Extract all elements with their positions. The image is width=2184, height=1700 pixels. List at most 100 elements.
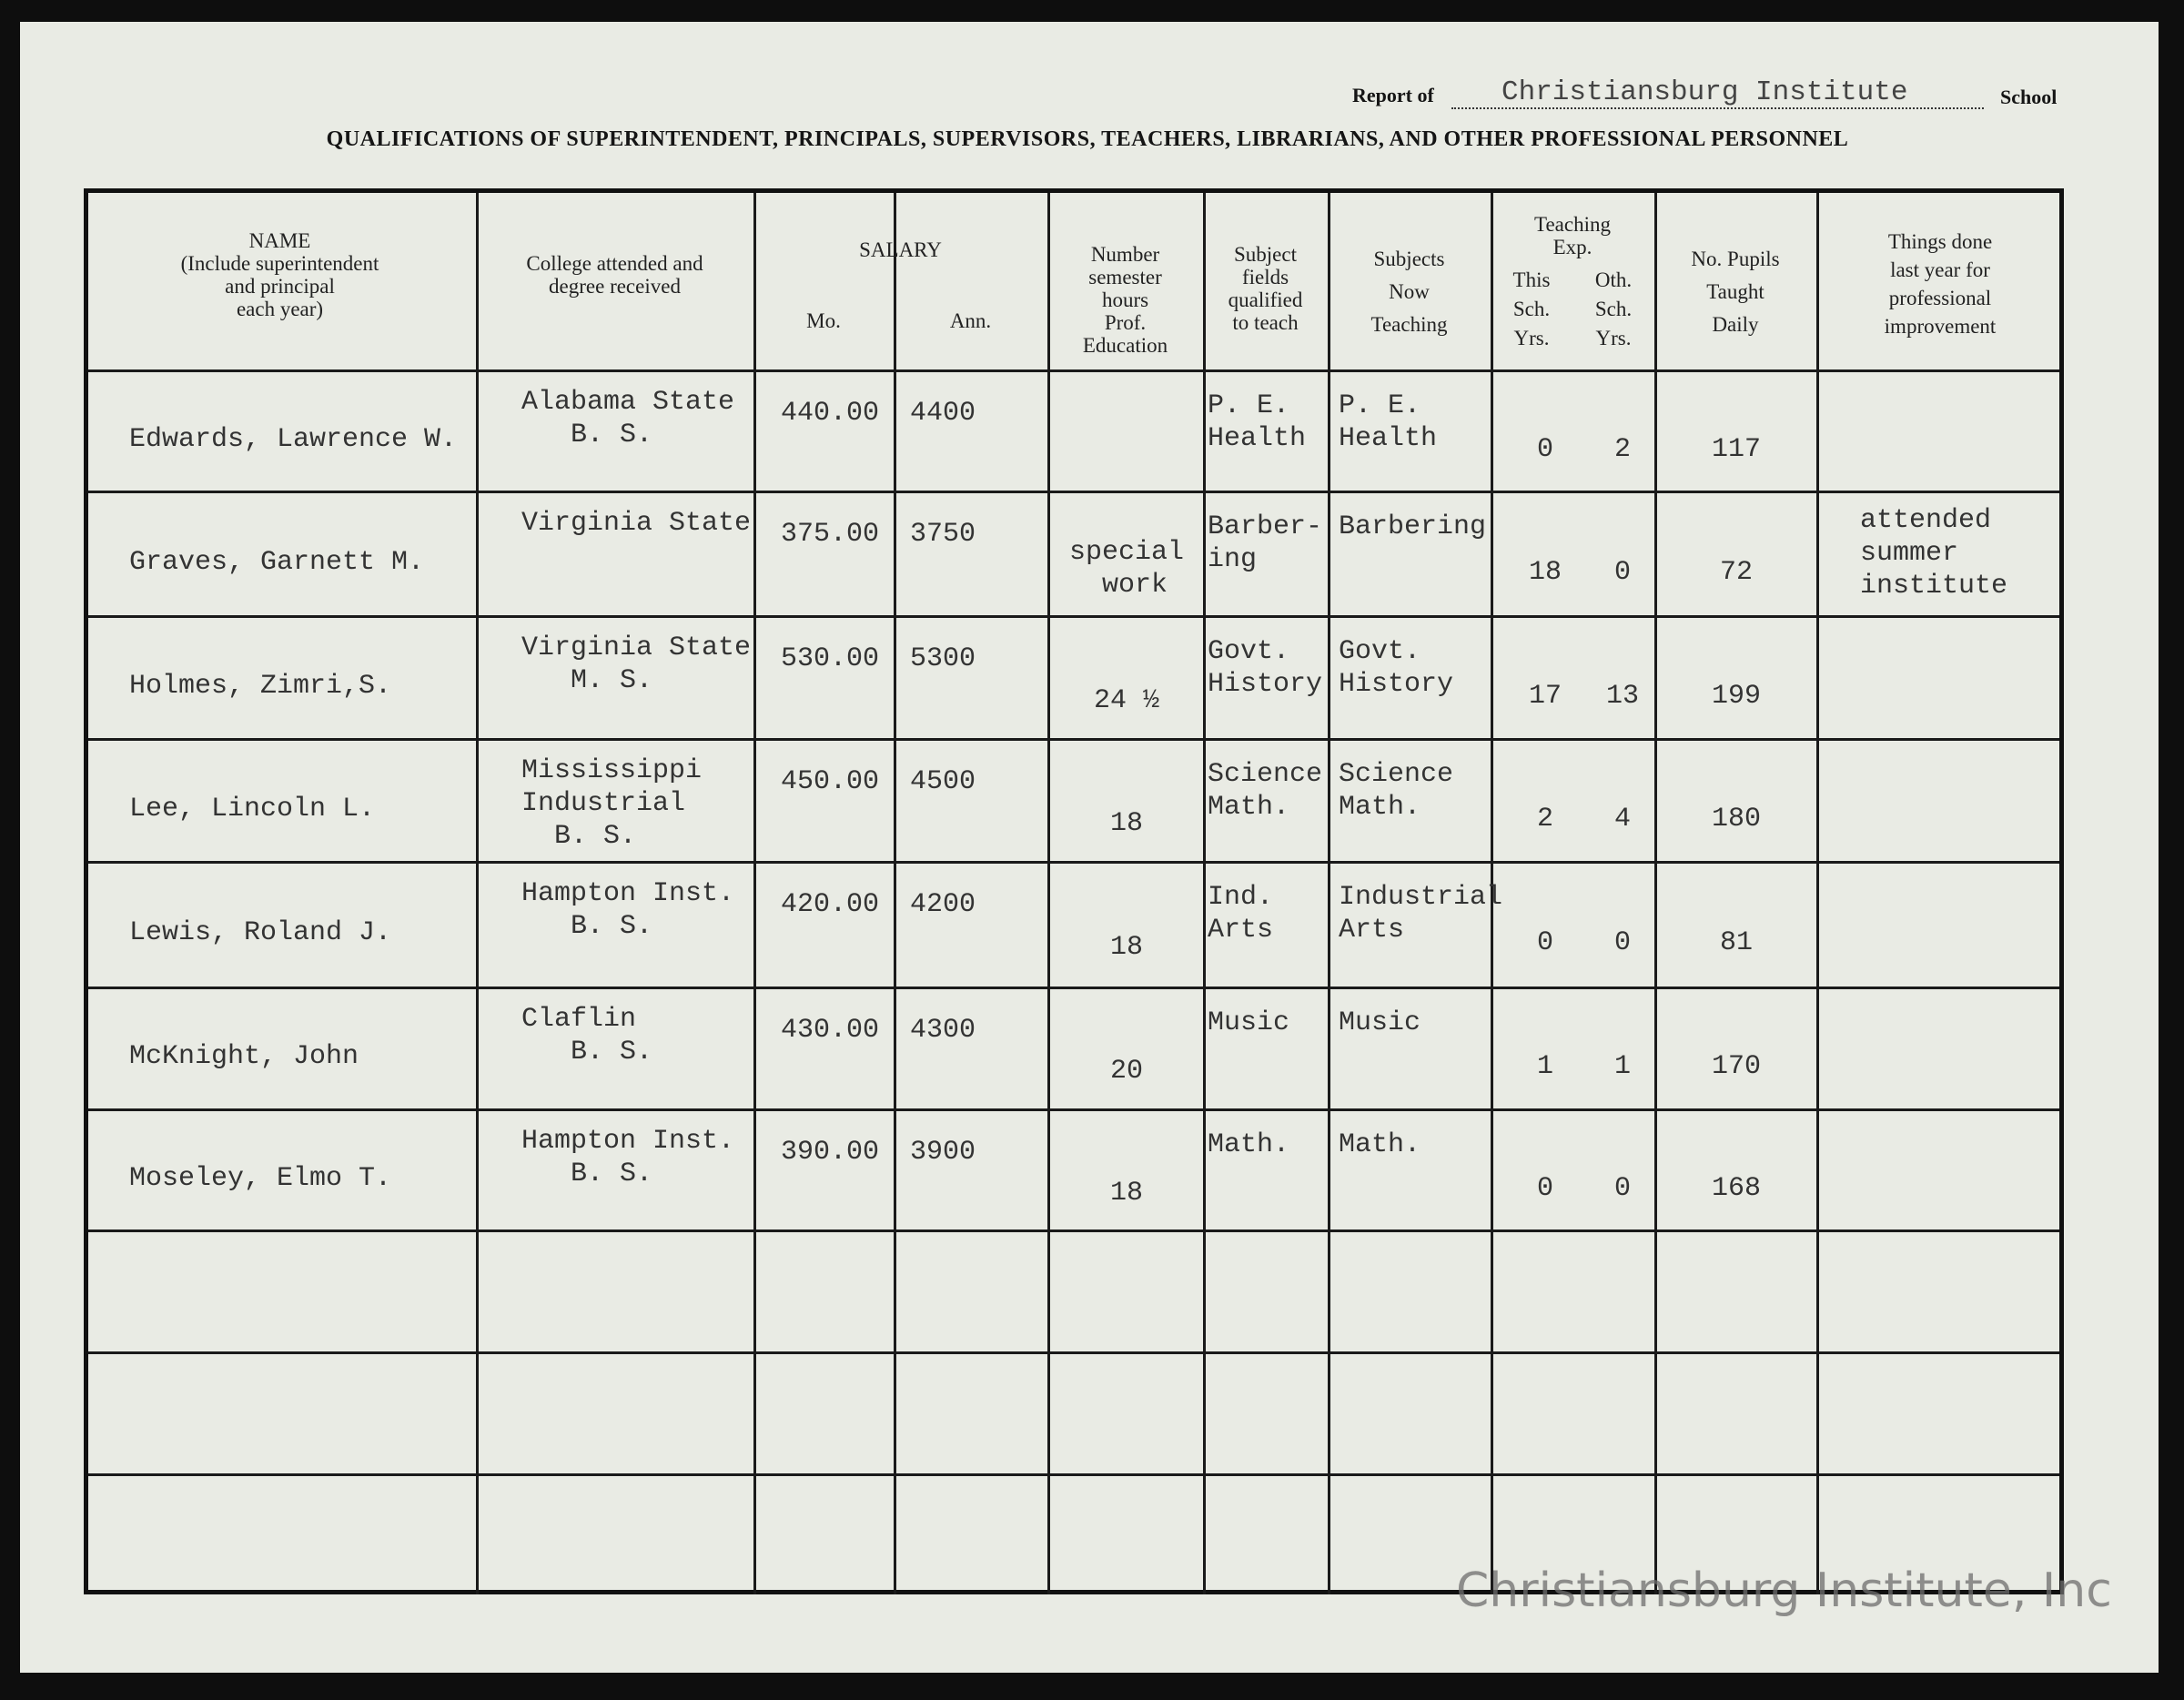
subjects-now-teaching: Math. (1339, 1129, 1421, 1160)
this-school-years: 0 (1536, 927, 1553, 958)
college-degree: Mississippi Industrial B. S. (521, 755, 703, 852)
row-divider (88, 615, 2059, 618)
college-degree: Virginia State (521, 508, 752, 539)
this-school-years: 1 (1536, 1051, 1553, 1082)
other-school-years: 0 (1613, 556, 1631, 588)
row-divider (88, 491, 2059, 493)
teacher-name: Holmes, Zimri,S. (129, 670, 392, 702)
row-divider (88, 1351, 2059, 1354)
header-teaching-exp: Teaching Exp. (1534, 213, 1611, 258)
salary-annual: 4200 (910, 889, 976, 920)
prof-education-hours: 20 (1109, 1056, 1143, 1087)
other-school-years: 0 (1613, 1172, 1631, 1204)
teacher-name: Edwards, Lawrence W. (129, 423, 458, 455)
prof-education-hours: 18 (1109, 932, 1143, 963)
teacher-name: Graves, Garnett M. (129, 546, 425, 578)
row-divider (88, 1473, 2059, 1476)
report-of-label: Report of (1352, 84, 1434, 106)
prof-education-hours: 18 (1109, 807, 1143, 839)
row-divider (88, 987, 2059, 989)
salary-annual: 3750 (910, 519, 976, 550)
pupils-taught-daily: 117 (1711, 433, 1761, 465)
salary-monthly: 375.00 (781, 519, 880, 550)
form-title: QUALIFICATIONS OF SUPERINTENDENT, PRINCI… (326, 127, 1849, 151)
college-degree: Virginia State M. S. (521, 632, 752, 696)
pupils-taught-daily: 199 (1711, 680, 1761, 712)
header-college: College attended and degree received (526, 252, 703, 298)
prof-education-hours: 24 ½ (1093, 684, 1159, 716)
subjects-now-teaching: Govt. History (1339, 636, 1454, 700)
other-school-years: 1 (1613, 1051, 1631, 1082)
this-school-years: 18 (1528, 556, 1562, 588)
subject-fields: P. E. Health (1208, 390, 1307, 454)
column-divider (1203, 193, 1206, 1594)
pupils-taught-daily: 81 (1719, 927, 1753, 958)
professional-improvement: attended summer institute (1860, 505, 2008, 602)
other-school-years: 2 (1613, 433, 1631, 465)
college-degree: Alabama State B. S. (521, 387, 735, 450)
pupils-taught-daily: 180 (1711, 803, 1761, 835)
salary-monthly: 440.00 (781, 398, 880, 429)
pupils-taught-daily: 168 (1711, 1172, 1761, 1204)
other-school-years: 0 (1613, 927, 1631, 958)
form-sheet (20, 22, 2159, 1673)
subject-fields: Music (1208, 1007, 1290, 1038)
column-divider (476, 193, 479, 1594)
header-fields: Subject fields qualified to teach (1228, 243, 1303, 334)
header-improvement: Things done last year for professional i… (1884, 230, 1997, 338)
subject-fields: Math. (1208, 1129, 1290, 1160)
pupils-taught-daily: 72 (1719, 556, 1753, 588)
salary-annual: 4500 (910, 766, 976, 797)
row-divider (88, 861, 2059, 864)
header-oth-sch: Oth. Sch. Yrs. (1594, 268, 1633, 349)
column-divider (1654, 193, 1657, 1594)
teacher-name: Lewis, Roland J. (129, 917, 392, 948)
header-name: NAME (Include superintendent and princip… (180, 229, 379, 320)
salary-annual: 4300 (910, 1015, 976, 1046)
this-school-years: 17 (1528, 680, 1562, 712)
salary-monthly: 420.00 (781, 889, 880, 920)
salary-annual: 3900 (910, 1137, 976, 1168)
column-divider (1328, 193, 1330, 1594)
salary-monthly: 390.00 (781, 1137, 880, 1168)
column-divider (894, 193, 896, 1594)
header-now-teaching: Subjects Now Teaching (1370, 248, 1448, 336)
prof-education-hours: special work (1068, 537, 1185, 601)
personnel-table: NAME (Include superintendent and princip… (84, 188, 2064, 1594)
teacher-name: Moseley, Elmo T. (129, 1162, 392, 1194)
teacher-name: Lee, Lincoln L. (129, 793, 376, 825)
header-pupils: No. Pupils Taught Daily (1691, 248, 1780, 336)
prof-education-hours: 18 (1109, 1177, 1143, 1209)
subjects-now-teaching: Science Math. (1339, 759, 1454, 823)
header-hours: Number semester hours Prof. Education (1082, 243, 1168, 357)
subject-fields: Science Math. (1208, 759, 1323, 823)
column-divider (1491, 193, 1493, 1594)
college-degree: Claflin B. S. (521, 1004, 653, 1068)
college-degree: Hampton Inst. B. S. (521, 1126, 735, 1189)
watermark: Christiansburg Institute, Inc (1456, 1563, 2112, 1618)
header-salary: SALARY (859, 238, 942, 261)
school-label: School (2000, 86, 2058, 108)
row-divider (88, 738, 2059, 741)
subjects-now-teaching: Barbering (1339, 511, 1487, 542)
this-school-years: 2 (1536, 803, 1553, 835)
column-divider (753, 193, 756, 1594)
this-school-years: 0 (1536, 433, 1553, 465)
school-name: Christiansburg Institute (1502, 76, 1908, 108)
school-name-line (1451, 107, 1984, 109)
column-divider (1047, 193, 1050, 1594)
subjects-now-teaching: P. E. Health (1339, 390, 1438, 454)
row-divider (88, 1108, 2059, 1111)
salary-monthly: 450.00 (781, 766, 880, 797)
pupils-taught-daily: 170 (1711, 1051, 1761, 1082)
row-divider (88, 369, 2059, 372)
college-degree: Hampton Inst. B. S. (521, 878, 735, 942)
subject-fields: Govt. History (1208, 636, 1323, 700)
salary-monthly: 430.00 (781, 1015, 880, 1046)
header-this-sch: This Sch. Yrs. (1512, 268, 1551, 349)
subject-fields: Barber- ing (1208, 511, 1323, 575)
row-divider (88, 1229, 2059, 1232)
other-school-years: 4 (1613, 803, 1631, 835)
header-salary-ann: Ann. (949, 309, 992, 332)
this-school-years: 0 (1536, 1172, 1553, 1204)
